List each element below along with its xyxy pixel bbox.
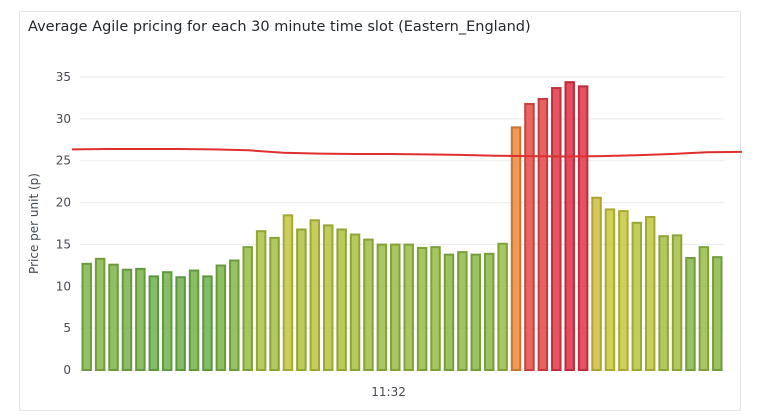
price-bar[interactable] [658,235,669,371]
price-bar[interactable] [551,87,562,371]
price-bar[interactable] [108,263,119,372]
price-bar[interactable] [296,228,307,371]
price-bar[interactable] [242,246,253,371]
y-tick-label: 5 [63,321,71,335]
price-bar[interactable] [349,233,361,371]
y-axis-label: Price per unit (p) [27,173,41,274]
price-bar[interactable] [161,271,173,371]
price-bar[interactable] [457,251,468,371]
y-tick-label: 35 [56,70,71,84]
y-tick-label: 10 [56,279,71,293]
price-bar[interactable] [577,85,589,371]
price-bar[interactable] [403,243,414,371]
price-bar[interactable] [644,215,656,371]
bars [81,81,723,372]
price-bar[interactable] [376,243,388,371]
price-bar[interactable] [416,246,428,371]
price-bar[interactable] [685,256,696,371]
price-bar[interactable] [188,269,200,371]
price-bar[interactable] [202,275,213,372]
price-bar[interactable] [336,228,347,371]
y-tick-label: 25 [56,154,71,168]
price-bar[interactable] [430,246,441,371]
y-axis-ticks: 0 5 10 15 20 25 30 35 [56,70,71,377]
price-bar[interactable] [443,253,455,371]
price-bar[interactable] [591,196,602,371]
grid-lines [80,76,724,371]
price-bar[interactable] [81,262,92,371]
price-bar[interactable] [712,256,723,371]
price-bar[interactable] [229,259,240,371]
price-bar[interactable] [135,267,146,371]
x-tick-label: 11:32 [371,385,406,399]
price-bar[interactable] [470,253,482,371]
price-bar[interactable] [363,238,374,371]
price-bar[interactable] [255,230,267,371]
price-bar[interactable] [282,214,294,371]
price-bar[interactable] [309,219,321,371]
price-bar[interactable] [618,210,629,371]
price-bar[interactable] [564,81,575,372]
price-bar[interactable] [148,275,160,372]
price-bar[interactable] [175,276,186,371]
price-bar[interactable] [121,268,133,372]
price-bar[interactable] [483,252,495,371]
y-tick-label: 0 [63,363,71,377]
price-bar[interactable] [631,221,643,371]
price-bar[interactable] [671,234,683,371]
price-bar[interactable] [269,236,280,371]
x-axis-ticks: 11:32 [371,385,406,399]
price-bar[interactable] [698,246,710,371]
average-price-line [71,148,743,158]
y-tick-label: 20 [56,196,71,210]
price-bar[interactable] [604,208,616,371]
average-line-layer [71,148,743,158]
price-bar[interactable] [94,257,106,371]
price-bar[interactable] [215,264,227,371]
price-bar[interactable] [390,243,401,371]
price-bar[interactable] [322,224,334,371]
chart-title: Average Agile pricing for each 30 minute… [28,19,531,35]
y-tick-label: 30 [56,112,71,126]
y-tick-label: 15 [56,237,71,251]
price-bar[interactable] [537,97,549,372]
price-bar[interactable] [524,102,535,372]
price-bar[interactable] [510,126,522,371]
price-bar[interactable] [497,242,508,371]
